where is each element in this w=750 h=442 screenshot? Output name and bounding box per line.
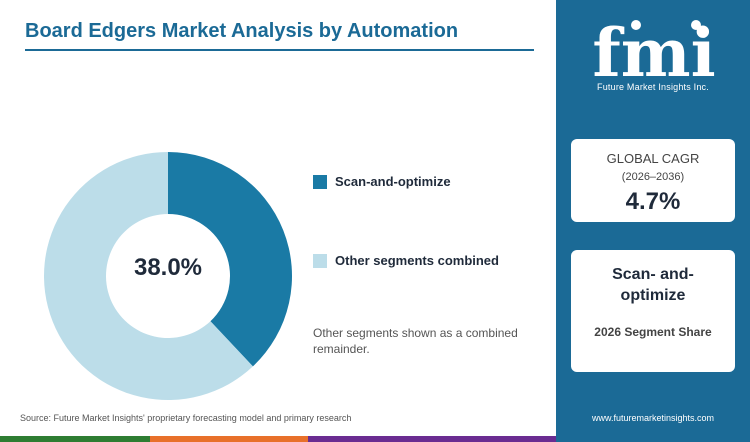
logo-dot-icon <box>631 20 641 30</box>
donut-chart <box>43 152 292 400</box>
fmi-logo: fmi <box>592 14 715 92</box>
cagr-label: GLOBAL CAGR <box>606 151 700 166</box>
legend-swatch-other-segments <box>313 253 327 268</box>
title-underline <box>25 49 534 51</box>
cagr-years: (2026–2036) <box>621 171 685 183</box>
segment-name: Scan- and-optimize <box>612 266 694 304</box>
bottom-bar-segment-purple <box>308 436 556 442</box>
donut-slice-other-segments-combined <box>43 152 253 400</box>
cagr-value: 4.7% <box>625 188 681 215</box>
sidebar: fmi Future Market Insights Inc. GLOBAL C… <box>556 0 750 442</box>
segment-subtitle: 2026 Segment Share <box>594 325 712 339</box>
bottom-color-bar <box>0 436 556 442</box>
legend-swatch-scan-and-optimize <box>313 174 327 189</box>
bottom-bar-segment-orange <box>150 436 308 442</box>
chart-panel: Board Edgers Market Analysis by Automati… <box>0 20 556 442</box>
source-note: Source: Future Market Insights' propriet… <box>20 413 352 423</box>
legend-label: Scan-and-optimize <box>335 174 451 189</box>
website-link[interactable]: www.futuremarketinsights.com <box>591 413 715 423</box>
logo-dot-icon <box>691 20 701 30</box>
donut-center-label: 38.0% <box>133 254 203 281</box>
segment-card: Scan- and-optimize 2026 Segment Share <box>571 250 735 372</box>
cagr-card: GLOBAL CAGR (2026–2036) 4.7% <box>571 139 735 222</box>
logo-subtitle: Future Market Insights Inc. <box>597 82 709 92</box>
donut-slice-scan-and-optimize <box>168 152 292 367</box>
legend-item-scan-and-optimize: Scan-and-optimize <box>313 174 451 189</box>
chart-title: Board Edgers Market Analysis by Automati… <box>25 20 459 42</box>
chart-note: Other segments shown as a combined remai… <box>313 326 518 356</box>
bottom-bar-segment-green <box>0 436 150 442</box>
legend-label: Other segments combined <box>335 253 499 268</box>
legend-item-other-segments: Other segments combined <box>313 253 499 268</box>
